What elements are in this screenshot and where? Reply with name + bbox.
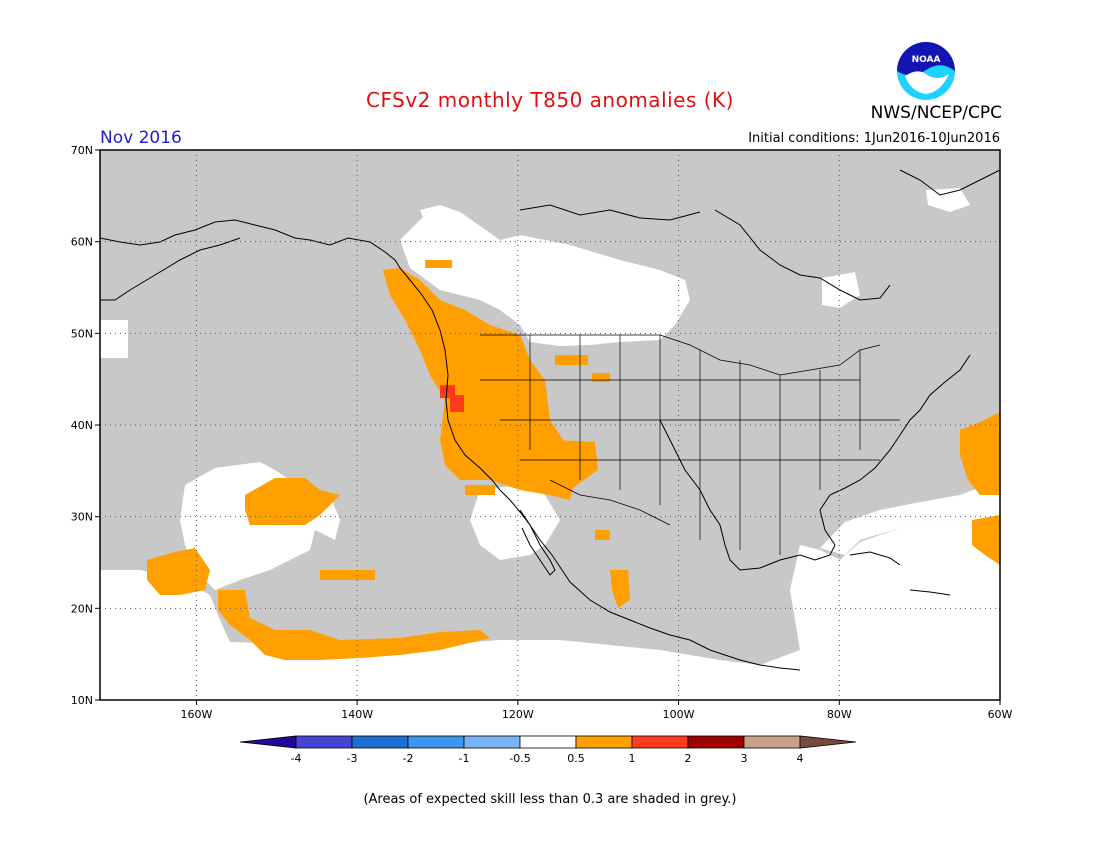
aleutian-coast	[100, 237, 241, 301]
lat-tick-label: 70N	[71, 144, 93, 157]
lon-tick-label: 120W	[502, 708, 534, 720]
canada-white	[400, 210, 690, 346]
chart-title: CFSv2 monthly T850 anomalies (K)	[366, 88, 734, 112]
hudson-coast	[714, 209, 891, 301]
initial-conditions-label: Initial conditions: 1Jun2016-10Jun2016	[748, 131, 1000, 146]
canada-white-north	[420, 205, 460, 235]
map-canvas: 70N 60N 50N 40N 30N 20N 10N 160W 140W 120W 100W 80…	[71, 144, 1013, 720]
lat-tick-label: 40N	[71, 419, 93, 432]
colorbar-bin	[575, 735, 633, 749]
rockies-anomaly-a	[555, 355, 588, 365]
pacific-anomaly-strip	[320, 570, 375, 580]
state-borders-horizontal	[480, 379, 900, 461]
org-label: NWS/NCEP/CPC	[870, 103, 1002, 123]
lat-tick-label: 10N	[71, 694, 93, 707]
colorbar-tick-label: 1	[629, 752, 636, 765]
lon-tick-label: 160W	[180, 708, 212, 720]
anomaly-orange	[147, 260, 1000, 660]
skill-footnote: (Areas of expected skill less than 0.3 a…	[363, 792, 737, 807]
colorbar-labels: -4 -3 -2 -1 -0.5 0.5 1 2 3 4	[291, 752, 804, 765]
cuba-coast	[849, 551, 901, 566]
colorbar-bins	[239, 735, 857, 749]
colorbar-tick-label: -1	[459, 752, 470, 765]
noaa-logo-wave	[905, 71, 949, 94]
eastern-pacific-white	[470, 485, 560, 560]
southwest-anomaly	[555, 440, 598, 490]
lat-tick-label: 30N	[71, 511, 93, 524]
anomaly-red	[440, 385, 464, 412]
noaa-logo-sky	[897, 42, 955, 76]
noaa-logo-text: NOAA	[912, 55, 941, 65]
lon-tick-label: 80W	[827, 708, 852, 720]
lat-tick-label: 20N	[71, 602, 93, 615]
month-label: Nov 2016	[100, 128, 182, 148]
colorbar-tick-label: -4	[291, 752, 302, 765]
colorbar-bin	[519, 735, 577, 749]
baja-anomaly	[465, 485, 495, 495]
coastlines	[99, 169, 1001, 671]
north-pacific-white	[100, 320, 128, 358]
canada-anomaly	[425, 260, 452, 268]
gulf-atlantic-coast	[659, 354, 971, 571]
west-coast-anomaly	[383, 268, 575, 500]
colorbar-bin	[687, 735, 745, 749]
colorbar-tick-label: -3	[347, 752, 358, 765]
colorbar-tick-label: 0.5	[567, 752, 585, 765]
hispaniola-coast	[909, 589, 951, 596]
colorbar-bin	[351, 735, 409, 749]
us-mexico-border	[549, 479, 671, 526]
colorbar-bin	[631, 735, 689, 749]
colorbar-tick-label: 2	[685, 752, 692, 765]
colorbar-tick-label: -0.5	[509, 752, 530, 765]
lat-axis: 70N 60N 50N 40N 30N 20N 10N	[71, 144, 100, 707]
hawaii-anomaly	[147, 548, 210, 595]
south-pacific-anomaly	[218, 590, 490, 660]
colorbar-bin	[463, 735, 521, 749]
colorbar-bin	[799, 735, 857, 749]
caribbean-white	[820, 480, 1000, 555]
lon-tick-label: 100W	[663, 708, 695, 720]
lat-tick-label: 60N	[71, 236, 93, 249]
mexico-anomaly-a	[595, 530, 610, 540]
gridlines	[100, 150, 1000, 700]
political-borders	[480, 334, 900, 555]
colorbar-tick-label: 4	[797, 752, 804, 765]
colorbar-bin	[743, 735, 801, 749]
colorbar-bin	[407, 735, 465, 749]
atlantic-anomaly-a	[960, 412, 1000, 495]
greenland-white	[926, 188, 970, 212]
colorbar-bin	[239, 735, 297, 749]
arctic-coast	[519, 204, 701, 221]
lon-tick-label: 60W	[988, 708, 1013, 720]
greenland-coast	[899, 169, 1001, 196]
map-plot: 70N 60N 50N 40N 30N 20N 10N 160W 140W 120W 100W 80…	[71, 144, 1013, 720]
lat-tick-label: 50N	[71, 327, 93, 340]
colorbar-tick-label: 3	[741, 752, 748, 765]
central-pacific-anomaly	[245, 478, 340, 525]
pacific-coastline	[99, 219, 801, 671]
oregon-coast-red	[440, 385, 464, 412]
noaa-logo: NOAA	[897, 42, 955, 100]
lon-tick-label: 140W	[341, 708, 373, 720]
lon-axis: 160W 140W 120W 100W 80W 60W	[180, 700, 1013, 720]
mexico-anomaly-b	[610, 570, 630, 608]
colorbar: -4 -3 -2 -1 -0.5 0.5 1 2 3 4	[239, 735, 857, 765]
colorbar-bin	[295, 735, 353, 749]
baja-coast	[519, 509, 556, 576]
colorbar-tick-label: -2	[403, 752, 414, 765]
atlantic-anomaly-b	[972, 515, 1000, 565]
rockies-anomaly-b	[592, 373, 610, 382]
